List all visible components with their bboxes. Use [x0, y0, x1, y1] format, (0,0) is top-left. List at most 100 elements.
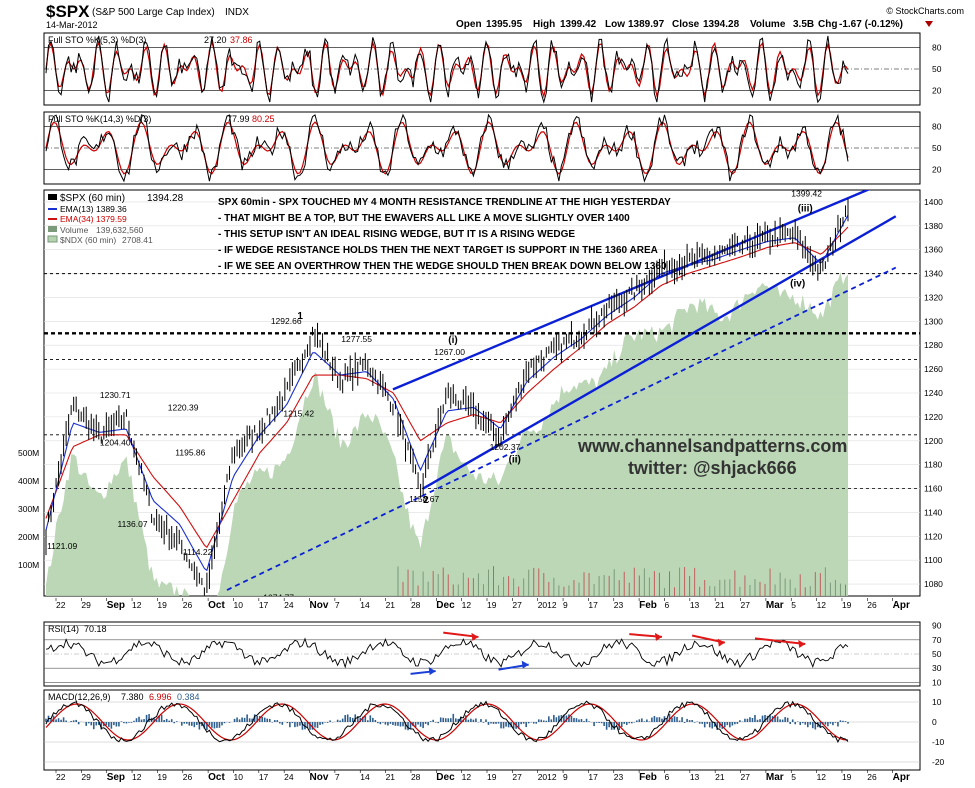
price-annotation: 1204.40	[100, 438, 131, 448]
chg-down-icon	[925, 21, 933, 27]
price-annotation: 1074.77	[263, 592, 294, 602]
macd-xaxis-tick-label: 6	[664, 772, 669, 782]
macd-xaxis-tick-label: 21	[715, 772, 725, 782]
main-xaxis-tick-label: 21	[386, 600, 396, 610]
sto2-tick-label: 50	[932, 143, 942, 153]
macd-line	[45, 700, 849, 744]
main-xaxis-tick-label: 22	[56, 600, 66, 610]
macd-xaxis-tick-label: Mar	[766, 772, 784, 783]
macd-xaxis-tick-label: Sep	[107, 772, 125, 783]
price-annotation: 1158.67	[409, 494, 439, 504]
macd-tick-label: 0	[932, 717, 937, 727]
close-label: Close	[672, 19, 700, 30]
price-annotation: 1399.42	[791, 189, 822, 199]
sto2-k-line	[45, 113, 849, 183]
macd-signal-value: 6.996	[149, 692, 172, 702]
sto1-d-value: 37.86	[230, 35, 253, 45]
macd-xaxis-tick-label: 23	[614, 772, 624, 782]
note-line-2: - THAT MIGHT BE A TOP, BUT THE EWAVERS A…	[218, 213, 630, 224]
legend-ndx-label: $NDX (60 min)	[60, 235, 116, 245]
price-annotation: 1230.71	[100, 390, 131, 400]
note-line-3: - THIS SETUP ISN'T AN IDEAL RISING WEDGE…	[218, 229, 575, 240]
legend-ndx-value: 2708.41	[122, 235, 153, 245]
macd-xaxis-tick-label: 26	[867, 772, 877, 782]
volume-label: Volume	[750, 19, 786, 30]
macd-xaxis-tick-label: 14	[360, 772, 370, 782]
sto2-legend-label: Full STO %K(14,3) %D(3)	[48, 114, 151, 124]
sto1-tick-label: 80	[932, 42, 942, 52]
main-xaxis-tick-label: 2012	[538, 600, 557, 610]
sto1-k-line	[45, 35, 849, 104]
macd-xaxis-tick-label: 19	[487, 772, 497, 782]
price-tick-label: 1360	[924, 245, 943, 255]
main-xaxis-tick-label: 17	[259, 600, 269, 610]
wave-label: 1	[297, 311, 303, 322]
main-xaxis-tick-label: Sep	[107, 600, 125, 611]
sto2-d-value: 80.25	[252, 114, 275, 124]
price-annotation: 1267.00	[434, 347, 465, 357]
volume-tick-label: 200M	[18, 532, 39, 542]
price-annotation: 1121.09	[47, 541, 77, 551]
chg-label: Chg	[818, 19, 837, 30]
price-tick-label: 1080	[924, 579, 943, 589]
sto1-k-value: 27.20	[204, 35, 227, 45]
macd-xaxis-tick-label: 12	[132, 772, 142, 782]
macd-xaxis-tick-label: 5	[791, 772, 796, 782]
macd-xaxis-tick-label: 12	[462, 772, 472, 782]
price-tick-label: 1160	[924, 484, 943, 494]
legend-volume-label: Volume	[60, 225, 89, 235]
legend-spx-value: 1394.28	[147, 193, 184, 204]
main-xaxis-tick-label: 28	[411, 600, 421, 610]
macd-xaxis-tick-label: 2012	[538, 772, 557, 782]
main-xaxis-tick-label: 5	[791, 600, 796, 610]
low-label: Low	[605, 19, 625, 30]
main-xaxis-tick-label: Dec	[436, 600, 455, 611]
macd-xaxis-tick-label: 19	[842, 772, 852, 782]
legend-ema34: EMA(34) 1379.59	[48, 214, 127, 224]
price-tick-label: 1120	[924, 531, 943, 541]
macd-tick-label: 10	[932, 697, 942, 707]
macd-xaxis-tick-label: 27	[512, 772, 522, 782]
main-xaxis-tick-label: 19	[842, 600, 852, 610]
legend-spx: $SPX (60 min) 1394.28	[48, 193, 184, 204]
main-xaxis-tick-label: Apr	[893, 600, 910, 611]
main-xaxis-tick-label: 26	[867, 600, 877, 610]
sto2-d-line	[45, 121, 849, 175]
main-xaxis-tick-label: 12	[132, 600, 142, 610]
volume-tick-label: 300M	[18, 504, 39, 514]
sto1-legend-label: Full STO %K(5,3) %D(3)	[48, 35, 146, 45]
legend-spx-swatch	[48, 194, 57, 200]
sto1-tick-label: 50	[932, 64, 942, 74]
macd-xaxis-tick-label: 13	[690, 772, 700, 782]
ndx-area	[46, 272, 848, 596]
main-xaxis-tick-label: 23	[614, 600, 624, 610]
main-xaxis-tick-label: 29	[81, 600, 91, 610]
macd-xaxis-tick-label: 26	[183, 772, 193, 782]
macd-panel	[43, 689, 921, 771]
main-xaxis-tick-label: 21	[715, 600, 725, 610]
wave-label: (i)	[448, 335, 457, 346]
volume-value: 3.5B	[793, 19, 814, 30]
macd-xaxis-tick-label: 27	[741, 772, 751, 782]
price-tick-label: 1140	[924, 507, 943, 517]
sto1-tick-label: 20	[932, 86, 942, 96]
rsi-line	[45, 637, 849, 669]
rsi-bearish-divergence-arrow-head	[717, 638, 725, 647]
legend-ema13-label: EMA(13)	[60, 204, 94, 214]
price-annotation: 1292.66	[271, 316, 302, 326]
price-annotation: 1195.86	[175, 448, 205, 458]
macd-tick-label: -20	[932, 757, 945, 767]
legend-ema34-label: EMA(34)	[60, 214, 94, 224]
high-value: 1399.42	[560, 19, 597, 30]
legend-volume: Volume 139,632,560	[48, 225, 144, 235]
main-xaxis-tick-label: 12	[817, 600, 827, 610]
legend-volume-value: 139,632,560	[96, 225, 144, 235]
macd-xaxis-tick-label: 17	[588, 772, 598, 782]
main-xaxis-tick-label: 26	[183, 600, 193, 610]
main-plot: 1121.09 1230.71 1204.40 1220.39 1136.07 1195.…	[44, 189, 920, 602]
price-tick-label: 1380	[924, 221, 943, 231]
macd-tick-label: -10	[932, 737, 945, 747]
sto1-legend: Full STO %K(5,3) %D(3) 27.20 37.86	[48, 35, 253, 45]
price-tick-label: 1220	[924, 412, 943, 422]
